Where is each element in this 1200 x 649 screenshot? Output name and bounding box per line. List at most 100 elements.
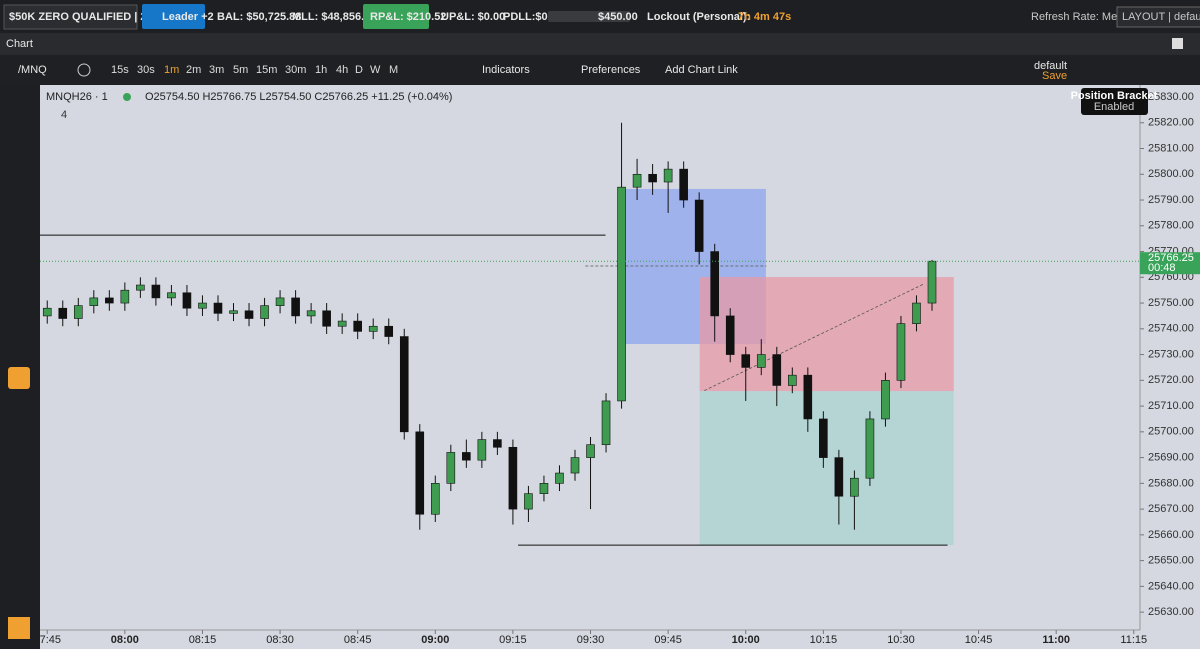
candle-body (881, 380, 890, 420)
x-tick-label: 11:15 (1120, 634, 1147, 646)
y-tick-label: 25660.00 (1148, 529, 1194, 541)
interval[interactable]: 15s (111, 64, 129, 76)
candle-body (648, 173, 657, 183)
add-tab[interactable] (1172, 38, 1183, 49)
balance: BAL: $50,725.88 (217, 11, 301, 23)
candle-body (493, 439, 502, 448)
y-tick-label: 25790.00 (1148, 194, 1194, 206)
candle-body (462, 452, 471, 461)
upl: UP&L: $0.00 (441, 11, 505, 23)
candle-body (198, 302, 207, 309)
x-tick-label: 09:15 (499, 634, 527, 646)
status-dot (123, 93, 131, 101)
chart-title: MNQH26 · 1 (46, 91, 108, 103)
candle-body (539, 483, 549, 494)
tooltip-title: Position Bracket (1071, 90, 1158, 102)
y-tick-label: 25770.00 (1148, 245, 1194, 257)
last-price-tag (1140, 252, 1200, 275)
candle-body (322, 310, 331, 327)
y-tick-label: 25760.00 (1148, 271, 1194, 283)
pdll-bar (548, 11, 630, 22)
template[interactable]: default (1034, 60, 1067, 72)
candle-body (151, 284, 161, 299)
candle-body (105, 297, 114, 304)
candle-body (42, 307, 52, 317)
refresh-rate: Refresh Rate: Medium (1031, 11, 1141, 23)
candle-body (508, 446, 518, 510)
candle-body (446, 452, 456, 484)
toolbar (0, 55, 1200, 85)
interval[interactable]: 1m (164, 64, 179, 76)
x-tick-label: 10:45 (965, 634, 993, 646)
candle-body (244, 310, 254, 319)
interval[interactable]: 4h (336, 64, 348, 76)
rpl-badge (363, 4, 429, 29)
candle-body (694, 199, 704, 252)
y-tick-label: 25830.00 (1148, 91, 1194, 103)
candle-body (632, 173, 642, 188)
add-chart-link[interactable]: Add Chart Link (665, 64, 738, 76)
layout-select[interactable] (1116, 6, 1200, 28)
candle-body (570, 457, 580, 474)
tool-corner (8, 617, 30, 639)
interval[interactable]: W (370, 64, 381, 76)
preferences[interactable]: Preferences (581, 64, 641, 76)
account-select[interactable] (3, 4, 138, 30)
interval[interactable]: M (389, 64, 398, 76)
interval[interactable]: D (355, 64, 363, 76)
tooltip (1081, 88, 1148, 115)
candle-body (788, 374, 797, 386)
save[interactable]: Save (1042, 70, 1067, 82)
candle-body (136, 284, 145, 291)
x-tick-label: 09:45 (654, 634, 682, 646)
candle-body (586, 444, 595, 458)
layout: LAYOUT | default (draft (1122, 11, 1200, 23)
candle-body (756, 354, 766, 368)
last-price-label: 25766.25 (1148, 252, 1194, 264)
candle-body (927, 260, 937, 304)
ohlc: O25754.50 H25766.75 L25754.50 C25766.25 … (145, 91, 452, 103)
y-tick-label: 25780.00 (1148, 220, 1194, 232)
candle-body (912, 302, 921, 324)
leader-button[interactable] (142, 4, 205, 29)
x-tick-label: 08:45 (344, 634, 372, 646)
interval[interactable]: 30s (137, 64, 155, 76)
magnet-tool[interactable] (8, 367, 30, 389)
y-tick-label: 25730.00 (1148, 348, 1194, 360)
lockout: Lockout (Personal): (647, 11, 750, 23)
interval[interactable]: 15m (256, 64, 277, 76)
x-tick-label: 10:30 (887, 634, 915, 646)
symbol[interactable]: /MNQ (18, 64, 47, 76)
candle-body (384, 325, 394, 337)
candle-body (291, 297, 300, 317)
tooltip-state: Enabled (1094, 101, 1134, 113)
candle-body (896, 323, 906, 381)
price-axis (1140, 85, 1200, 649)
x-tick-label: 07:45 (33, 634, 61, 646)
candle-body (306, 310, 316, 317)
indicator-count[interactable]: 4 (61, 109, 67, 121)
plot-area (40, 85, 1140, 630)
x-tick-label: 08:15 (189, 634, 217, 646)
y-tick-label: 25650.00 (1148, 555, 1194, 567)
tab[interactable]: Chart (6, 38, 33, 50)
candle-body (524, 493, 533, 510)
leader: Leader +2 (162, 11, 214, 23)
add-symbol[interactable] (77, 63, 91, 77)
drawing-line (704, 283, 925, 391)
y-tick-label: 25720.00 (1148, 374, 1194, 386)
interval[interactable]: 2m (186, 64, 201, 76)
candle-body (399, 336, 409, 433)
interval[interactable]: 3m (209, 64, 224, 76)
lockout-time: 7h 4m 47s (738, 11, 791, 23)
interval[interactable]: 5m (233, 64, 248, 76)
countdown: 00:48 (1148, 262, 1176, 274)
candle-body (834, 457, 844, 497)
indicators[interactable]: Indicators (482, 64, 530, 76)
interval[interactable]: 30m (285, 64, 306, 76)
candle-body (229, 310, 238, 314)
interval[interactable]: 1h (315, 64, 327, 76)
candle-body (73, 305, 83, 319)
y-tick-label: 25690.00 (1148, 451, 1194, 463)
